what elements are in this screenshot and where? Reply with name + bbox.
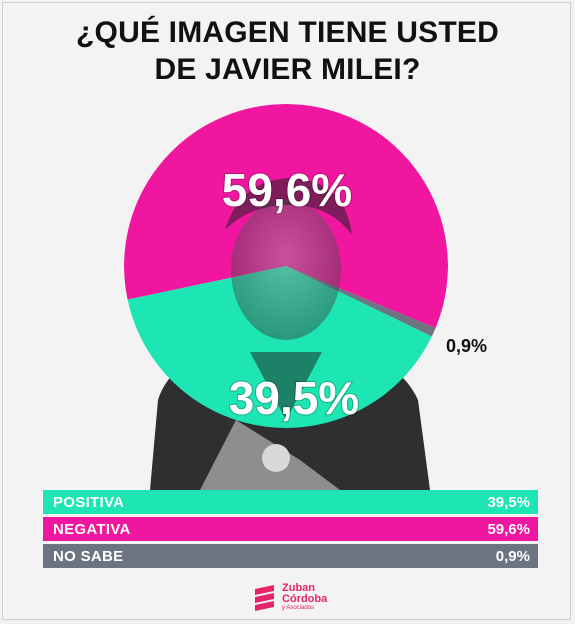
brand-logo: Zuban Córdoba y Asociados [252, 579, 327, 615]
legend-value: 39,5% [487, 493, 530, 511]
portrait-face [225, 178, 352, 420]
logo-line-3: y Asociados [282, 604, 315, 611]
data-label-negativa: 59,6% [222, 164, 352, 216]
legend-value: 0,9% [495, 547, 530, 565]
legend-label: NO SABE [53, 547, 124, 565]
logo-line-1: Zuban [282, 581, 315, 594]
data-label-positiva: 39,5% [229, 372, 359, 424]
legend: POSITIVA 39,5% NEGATIVA 59,6% NO SABE 0,… [43, 490, 538, 571]
legend-label: NEGATIVA [53, 520, 131, 538]
legend-row-negativa: NEGATIVA 59,6% [43, 517, 538, 541]
title-line-2: DE JAVIER MILEI? [154, 53, 421, 86]
logo-line-2: Córdoba [282, 592, 328, 605]
logo-mark-icon [255, 585, 274, 611]
legend-row-positiva: POSITIVA 39,5% [43, 490, 538, 514]
legend-value: 59,6% [487, 520, 530, 538]
chart-title: ¿QUÉ IMAGEN TIENE USTED DE JAVIER MILEI? [0, 14, 575, 88]
data-label-no-sabe: 0,9% [446, 336, 487, 356]
pie-slice-positiva [127, 266, 432, 428]
legend-label: POSITIVA [53, 493, 125, 511]
legend-row-no-sabe: NO SABE 0,9% [43, 544, 538, 568]
title-line-1: ¿QUÉ IMAGEN TIENE USTED [76, 16, 499, 49]
